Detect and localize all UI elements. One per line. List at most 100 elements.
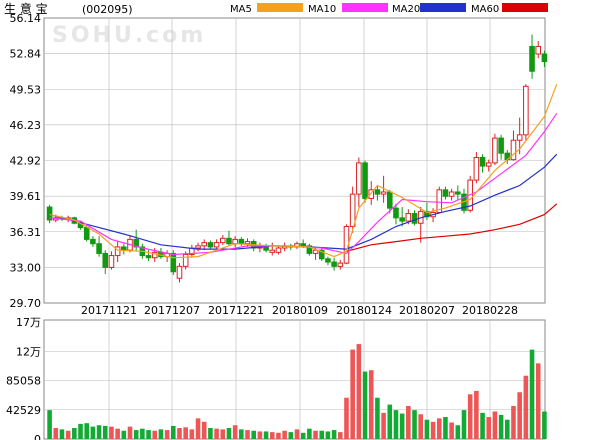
date-tick-label: 20180207: [399, 304, 455, 317]
legend-ma5-label: MA5: [230, 4, 252, 15]
volume-bar: [171, 425, 176, 439]
volume-bar: [430, 421, 436, 439]
candle-body: [133, 238, 139, 248]
volume-bar: [535, 363, 541, 439]
candle-body: [448, 191, 455, 197]
volume-bar: [523, 375, 529, 439]
volume-bar: [338, 432, 343, 439]
stock-code: (002095): [82, 3, 133, 16]
candle-body: [380, 191, 387, 195]
candle-body: [541, 53, 548, 63]
volume-bar: [350, 349, 355, 439]
volume-bar: [467, 394, 473, 439]
candle-body: [46, 206, 53, 221]
date-tick-label: 20180124: [336, 304, 392, 317]
stock-name: 生 意 宝: [4, 1, 48, 16]
legend-ma60-swatch: [502, 3, 548, 12]
volume-bar: [319, 430, 325, 439]
candle-body: [492, 137, 498, 164]
price-tick-label: 46.23: [10, 119, 42, 132]
volume-bar: [208, 427, 213, 439]
volume-bar: [59, 429, 65, 439]
grid: [44, 18, 545, 439]
volume-bar: [276, 432, 281, 439]
volume-tick-label: 0: [34, 433, 41, 440]
volume-bar: [96, 425, 102, 439]
date-axis: 20171121 20171207 20171221 20180109 20180124…: [81, 304, 518, 317]
volume-bar: [449, 422, 454, 439]
ma60-line: [346, 203, 558, 252]
volume-bar: [387, 404, 393, 439]
volume-bar: [344, 397, 349, 439]
volume-bar: [245, 430, 250, 439]
volume-tick-label: 17万: [16, 316, 41, 329]
candle-body: [195, 245, 201, 249]
candle-body: [244, 241, 251, 245]
candle-body: [535, 45, 542, 55]
candle-body: [498, 137, 504, 154]
candle-body: [455, 191, 461, 195]
volume-bar: [177, 427, 182, 439]
candle-body: [151, 251, 158, 259]
volume-bar: [220, 429, 226, 439]
volume-bar: [399, 413, 405, 439]
legend-ma20-swatch: [420, 3, 466, 12]
candle-body: [306, 245, 313, 254]
volume-bar: [375, 397, 380, 439]
volume-bar: [418, 414, 423, 439]
candle-body: [121, 246, 127, 251]
volume-bar: [84, 423, 89, 439]
volume-bar: [201, 421, 207, 439]
candle-body: [331, 261, 337, 267]
legend-ma10-label: MA10: [308, 4, 336, 15]
volume-bar: [325, 431, 331, 439]
ma5-line: [49, 83, 558, 259]
volume-bar: [368, 370, 374, 439]
volume-bar: [455, 425, 461, 439]
candle-body: [83, 227, 90, 240]
volume-bar: [226, 427, 232, 439]
candle-body: [529, 45, 535, 72]
candle-body: [201, 242, 208, 247]
candle-body: [442, 189, 449, 197]
candle-body: [318, 249, 325, 260]
volume-bar: [78, 423, 83, 439]
candle-body: [405, 213, 412, 222]
volume-bar: [517, 392, 522, 439]
candle-body: [337, 262, 344, 267]
volume-axis: 17万 12万 85058 42529 0: [6, 316, 41, 440]
volume-bar: [102, 425, 108, 439]
date-tick-label: 20171221: [208, 304, 264, 317]
volume-bar: [282, 430, 287, 439]
candle-body: [170, 252, 177, 273]
volume-bar: [214, 428, 219, 439]
candle-body: [238, 238, 245, 245]
candle-body: [479, 156, 486, 167]
volume-bar: [505, 419, 510, 439]
volume-bar: [474, 390, 479, 439]
candle-body: [368, 189, 375, 199]
volume-bar: [331, 430, 337, 439]
candle-body: [213, 242, 220, 248]
volume-bar: [53, 427, 59, 439]
volume-bar: [461, 410, 467, 439]
candle-body: [473, 156, 480, 181]
price-tick-label: 39.61: [10, 190, 42, 203]
legend-ma20-label: MA20: [392, 4, 420, 15]
candle-body: [510, 139, 517, 161]
volume-bar: [294, 429, 300, 439]
candle-body: [102, 252, 109, 268]
candle-body: [207, 242, 214, 248]
volume-bar: [356, 344, 362, 439]
volume-bar: [115, 428, 120, 439]
candle-body: [114, 246, 121, 257]
volume-bar: [183, 427, 188, 439]
candle-body: [219, 237, 226, 244]
volume-bar: [133, 430, 139, 439]
volume-bar: [65, 430, 71, 439]
volume-bar: [486, 416, 492, 439]
volume-bar: [498, 414, 504, 439]
volume-bar: [47, 410, 52, 439]
candle-body: [269, 249, 276, 253]
legend-ma10-swatch: [342, 3, 388, 12]
